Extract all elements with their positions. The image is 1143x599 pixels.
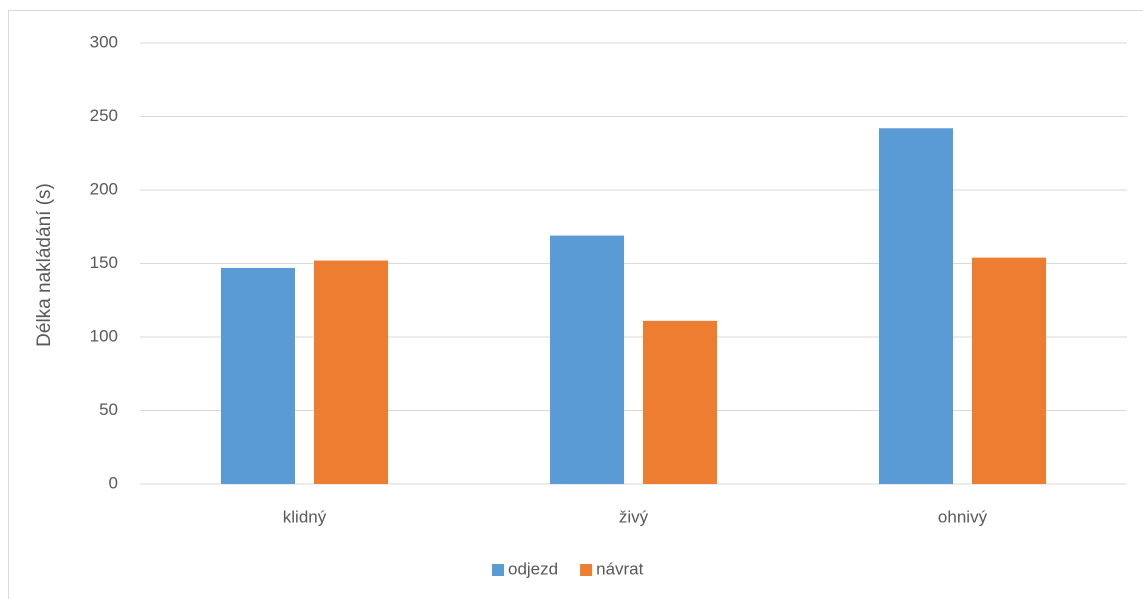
y-tick-label: 50 <box>99 400 118 419</box>
bar <box>314 260 388 484</box>
bar <box>879 128 953 484</box>
bar <box>972 257 1046 484</box>
y-tick-label: 150 <box>90 253 118 272</box>
x-tick-label: klidný <box>283 507 327 526</box>
y-axis-label: Délka nakládání (s) <box>34 183 55 347</box>
legend-swatch <box>580 564 593 576</box>
y-tick-label: 0 <box>109 473 118 492</box>
legend-label: odjezd <box>508 559 558 578</box>
bar <box>643 320 717 484</box>
legend-label: návrat <box>596 559 644 578</box>
bar <box>550 235 624 484</box>
y-tick-label: 300 <box>90 32 118 51</box>
y-tick-label: 200 <box>90 179 118 198</box>
y-tick-label: 250 <box>90 106 118 125</box>
bar <box>221 267 295 484</box>
x-tick-label: ohnivý <box>938 507 988 526</box>
legend-swatch <box>492 564 504 576</box>
x-tick-label: živý <box>619 507 649 526</box>
y-tick-label: 100 <box>90 326 118 345</box>
